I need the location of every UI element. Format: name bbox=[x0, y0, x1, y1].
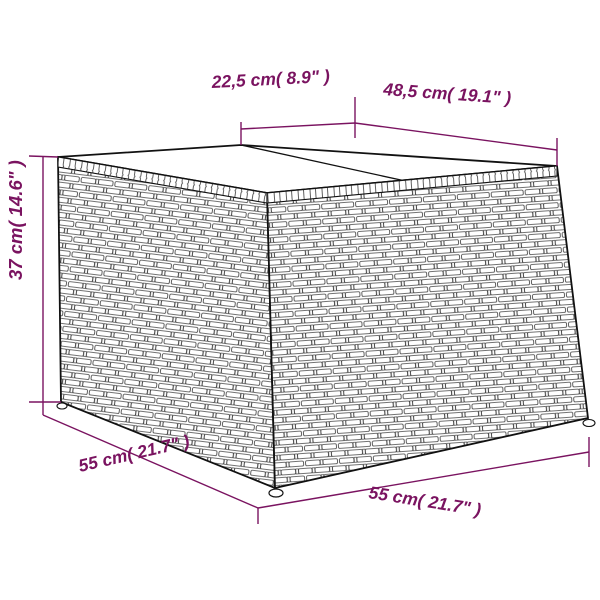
svg-text:22,5 cm( 8.9" ): 22,5 cm( 8.9" ) bbox=[210, 66, 330, 92]
svg-text:37 cm( 14.6" ): 37 cm( 14.6" ) bbox=[5, 160, 26, 280]
svg-text:48,5 cm( 19.1" ): 48,5 cm( 19.1" ) bbox=[382, 79, 512, 108]
svg-text:55 cm( 21.7" ): 55 cm( 21.7" ) bbox=[367, 482, 482, 520]
